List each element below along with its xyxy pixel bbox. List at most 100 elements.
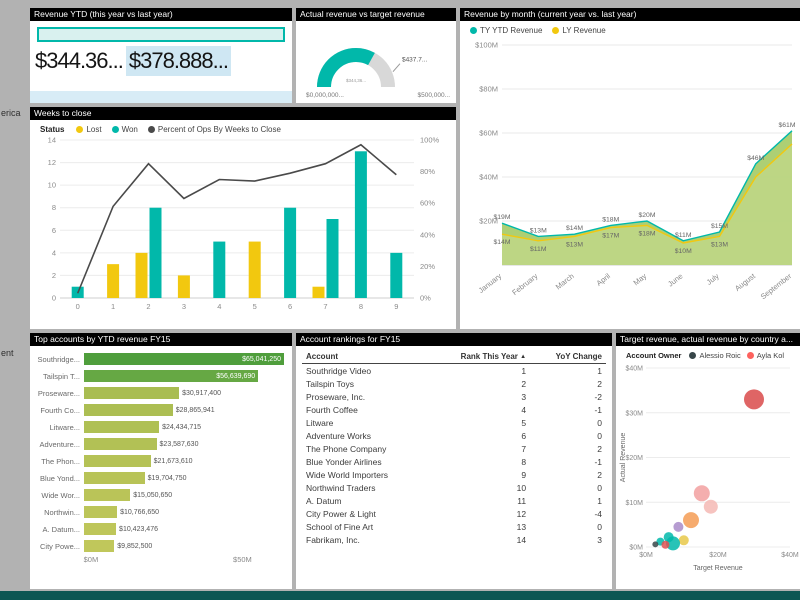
kpi-selection-box[interactable] bbox=[37, 27, 285, 42]
table-row[interactable]: Proseware, Inc. 3 -2 bbox=[302, 390, 606, 403]
x-tick-label: 8 bbox=[359, 302, 363, 311]
legend-dot-won bbox=[111, 126, 119, 133]
cell-yoy: 1 bbox=[597, 365, 602, 376]
bar[interactable] bbox=[84, 404, 173, 416]
column-header-account[interactable]: Account bbox=[302, 350, 428, 364]
bar-won[interactable] bbox=[354, 151, 367, 298]
column-header-yoy[interactable]: YoY Change bbox=[530, 350, 606, 364]
bar[interactable] bbox=[84, 472, 145, 484]
bar-won[interactable] bbox=[149, 207, 162, 298]
area-series-ly[interactable] bbox=[502, 144, 792, 265]
bar-row[interactable]: Tailspin T... $56,639,690 bbox=[30, 368, 292, 385]
x-tick-label: 5 bbox=[253, 302, 257, 311]
table-row[interactable]: School of Fine Art 13 0 bbox=[302, 520, 606, 533]
table-row[interactable]: Litware 5 0 bbox=[302, 416, 606, 429]
bar-lost[interactable] bbox=[312, 286, 325, 298]
bar-won[interactable] bbox=[213, 241, 226, 298]
bar-row[interactable]: Southridge... $65,041,250 bbox=[30, 351, 292, 368]
legend-item[interactable]: LY Revenue bbox=[552, 26, 606, 35]
bar[interactable] bbox=[84, 421, 160, 433]
table-row[interactable]: Fabrikam, Inc. 14 3 bbox=[302, 533, 606, 546]
area-chart[interactable]: $100M$80M$60M$40M$20M$19M$13M $14M$18M$20… bbox=[460, 35, 800, 325]
table-row[interactable]: Southridge Video 1 1 bbox=[302, 364, 606, 378]
sort-asc-icon: ▲ bbox=[520, 353, 527, 360]
bar-row[interactable]: Fourth Co... $28,865,941 bbox=[30, 402, 292, 419]
bubble[interactable] bbox=[661, 540, 670, 549]
x-tick-label: 4 bbox=[217, 302, 221, 311]
bar-won[interactable] bbox=[326, 219, 339, 298]
bar-row[interactable]: The Phon... $21,673,610 bbox=[30, 453, 292, 470]
bar[interactable] bbox=[84, 506, 118, 518]
data-label: $13M bbox=[566, 241, 583, 248]
bar[interactable]: $65,041,250 bbox=[84, 353, 284, 365]
legend-item[interactable]: Ayla Kol bbox=[746, 351, 784, 360]
bar-value-label: $30,917,400 bbox=[182, 390, 221, 397]
bar-row[interactable]: A. Datum... $10,423,476 bbox=[30, 521, 292, 538]
bubble[interactable] bbox=[683, 512, 699, 529]
bar-won[interactable] bbox=[390, 252, 403, 298]
bubble[interactable] bbox=[678, 535, 689, 546]
cell-account: Southridge Video bbox=[306, 365, 372, 376]
legend-item[interactable]: TY YTD Revenue bbox=[470, 26, 542, 35]
bar[interactable]: $56,639,690 bbox=[84, 370, 259, 382]
bar[interactable] bbox=[84, 438, 157, 450]
bar-row[interactable]: Litware... $24,434,715 bbox=[30, 419, 292, 436]
table-row[interactable]: Wide World Importers 9 2 bbox=[302, 468, 606, 481]
trend-line[interactable] bbox=[76, 143, 397, 294]
legend-item[interactable]: Lost bbox=[76, 125, 102, 134]
y-tick-label: 0 bbox=[52, 294, 56, 303]
table-row[interactable]: Fourth Coffee 4 -1 bbox=[302, 403, 606, 416]
bar-row[interactable]: City Powe... $9,852,500 bbox=[30, 538, 292, 555]
bar-row[interactable]: Adventure... $23,587,630 bbox=[30, 436, 292, 453]
bar-value-label: $23,587,630 bbox=[159, 441, 199, 448]
page-tab-bar[interactable] bbox=[0, 591, 800, 600]
x-tick-label: March bbox=[554, 271, 576, 291]
bubble[interactable] bbox=[744, 389, 764, 410]
cell-rank: 10 bbox=[516, 482, 527, 493]
legend-dot-ty bbox=[470, 27, 477, 34]
table-row[interactable]: Tailspin Toys 2 2 bbox=[302, 377, 606, 390]
y-tick-label: $80M bbox=[479, 85, 498, 94]
panel-title: Account rankings for FY15 bbox=[296, 333, 612, 346]
bar[interactable] bbox=[84, 540, 115, 552]
bar-row[interactable]: Wide Wor... $15,050,650 bbox=[30, 487, 292, 504]
bar[interactable] bbox=[84, 489, 131, 501]
data-label: $19M bbox=[493, 214, 510, 221]
bar[interactable] bbox=[84, 455, 151, 467]
bar-row[interactable]: Proseware... $30,917,400 bbox=[30, 385, 292, 402]
legend-item[interactable]: Won bbox=[111, 125, 138, 134]
line-series-ly[interactable] bbox=[501, 143, 793, 244]
bar-category-label: Tailspin T... bbox=[43, 372, 80, 381]
table-row[interactable]: City Power & Light 12 -4 bbox=[302, 507, 606, 520]
legend-item[interactable]: Percent of Ops By Weeks to Close bbox=[147, 125, 281, 134]
bar-row[interactable]: Blue Yond... $19,704,750 bbox=[30, 470, 292, 487]
bubble[interactable] bbox=[673, 521, 684, 532]
legend-item[interactable]: Alessio Roic bbox=[689, 351, 741, 360]
cell-rank: 13 bbox=[516, 521, 527, 532]
bubble[interactable] bbox=[693, 485, 710, 502]
bar-category-label: Wide Wor... bbox=[41, 491, 80, 500]
bubble[interactable] bbox=[652, 541, 659, 548]
bar-lost[interactable] bbox=[177, 275, 190, 298]
bar-row[interactable]: Northwin... $10,766,650 bbox=[30, 504, 292, 521]
bubble[interactable] bbox=[703, 499, 718, 514]
table-row[interactable]: Blue Yonder Airlines 8 -1 bbox=[302, 455, 606, 468]
table-row[interactable]: A. Datum 11 1 bbox=[302, 494, 606, 507]
bar-lost[interactable] bbox=[248, 241, 261, 298]
bar-won[interactable] bbox=[284, 207, 297, 298]
bar[interactable] bbox=[84, 523, 117, 535]
bar[interactable] bbox=[84, 387, 180, 399]
bar-category-label: Fourth Co... bbox=[40, 406, 80, 415]
table-row[interactable]: Adventure Works 6 0 bbox=[302, 429, 606, 442]
line-series-ty[interactable] bbox=[501, 130, 793, 242]
bubble-chart[interactable]: $0M $10M $20M $30M $40M $0M $20M $40M Actual Rev… bbox=[616, 360, 800, 587]
table-row[interactable]: The Phone Company 7 2 bbox=[302, 442, 606, 455]
table-row[interactable]: Northwind Traders 10 0 bbox=[302, 481, 606, 494]
bubble[interactable] bbox=[666, 536, 680, 551]
bar-lost[interactable] bbox=[107, 264, 120, 298]
column-header-rank[interactable]: Rank This Year ▲ bbox=[427, 350, 531, 364]
gauge-chart[interactable]: $437.7... $344,36... bbox=[296, 21, 456, 99]
bar-lost[interactable] bbox=[135, 252, 148, 298]
x-tick-label: $50M bbox=[233, 555, 252, 564]
